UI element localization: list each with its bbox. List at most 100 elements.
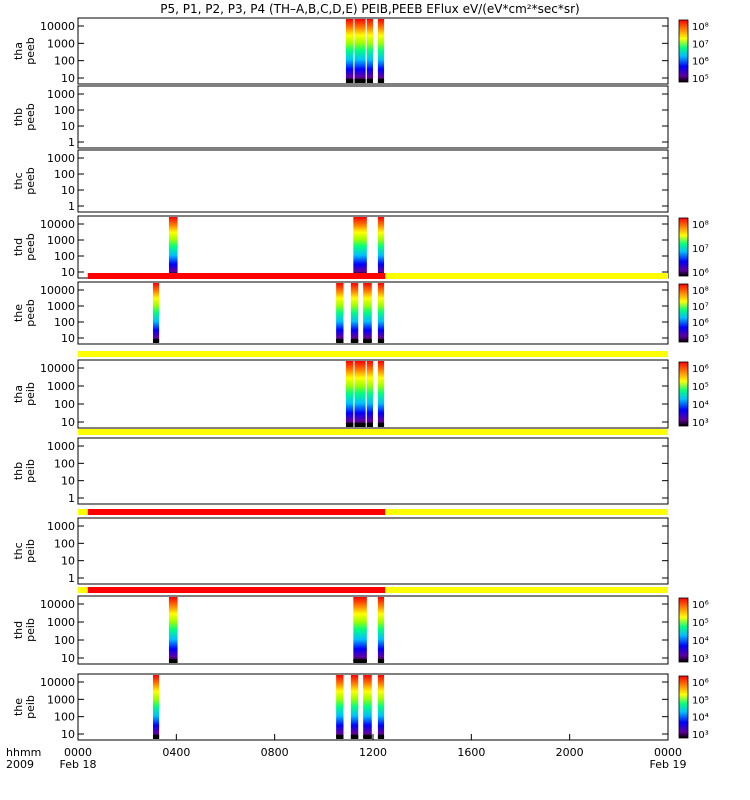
spectrogram-block bbox=[345, 361, 354, 426]
y-axis-label: peib bbox=[24, 539, 37, 563]
spectrogram-baseline bbox=[354, 79, 366, 83]
y-tick-label: 100 bbox=[54, 55, 75, 68]
y-axis-label: the bbox=[12, 698, 25, 716]
panel-frame bbox=[77, 281, 669, 345]
color-bar bbox=[678, 217, 689, 277]
panel-thePeeb: 10000 1000 100 10 the peeb 10⁸ 10⁷ 10⁶ 10⁵ bbox=[12, 273, 709, 345]
color-bar-label: 10⁵ bbox=[692, 74, 709, 85]
y-tick-label: 10 bbox=[61, 332, 75, 345]
spectrogram-block bbox=[336, 675, 344, 738]
y-axis-label: peeb bbox=[24, 233, 37, 261]
color-bar-label: 10³ bbox=[692, 418, 709, 429]
y-axis-label: thb bbox=[12, 462, 25, 480]
x-tick-label: 0800 bbox=[261, 746, 289, 759]
color-bar-label: 10⁶ bbox=[692, 364, 709, 375]
mode-bar-segment bbox=[87, 273, 386, 279]
y-tick-label: 10000 bbox=[40, 20, 75, 33]
spectrogram-block bbox=[377, 217, 385, 276]
color-bar bbox=[678, 675, 689, 739]
mode-bar-segment bbox=[78, 509, 88, 515]
color-bar-label: 10⁷ bbox=[692, 39, 709, 50]
y-axis-label: peeb bbox=[24, 103, 37, 131]
y-axis-label: thc bbox=[12, 172, 25, 189]
y-tick-label: 100 bbox=[54, 316, 75, 329]
color-bar-label: 10⁵ bbox=[692, 695, 709, 706]
x-tick-label: 0000 bbox=[64, 746, 92, 759]
y-tick-label: 10 bbox=[61, 266, 75, 279]
y-tick-label: 10 bbox=[61, 184, 75, 197]
y-axis-label: peib bbox=[24, 618, 37, 642]
x-date-label: Feb 18 bbox=[60, 758, 97, 771]
color-bar bbox=[678, 597, 689, 663]
color-bar bbox=[678, 283, 689, 343]
panel-thcPeib: 1000 100 10 1 thc peib bbox=[12, 509, 669, 585]
color-bar-label: 10⁷ bbox=[692, 244, 709, 255]
panel-frame bbox=[77, 85, 669, 149]
color-bar-label: 10³ bbox=[692, 730, 709, 741]
panel-frame bbox=[77, 595, 669, 665]
spectrogram-baseline bbox=[336, 339, 344, 343]
spectrogram-block bbox=[363, 675, 372, 738]
spectrogram-block bbox=[377, 283, 385, 342]
y-axis-label: peib bbox=[24, 382, 37, 406]
color-bar-label: 10⁶ bbox=[692, 268, 709, 279]
spectrogram-baseline bbox=[350, 339, 359, 343]
color-bar-label: 10⁴ bbox=[692, 636, 709, 647]
panel-frame bbox=[77, 517, 669, 585]
spectrogram-baseline bbox=[377, 423, 385, 427]
y-tick-label: 1000 bbox=[47, 37, 75, 50]
color-bar-label: 10⁸ bbox=[692, 220, 709, 231]
spectrogram-baseline bbox=[366, 79, 373, 83]
y-tick-label: 10 bbox=[61, 120, 75, 133]
spectrogram-baseline bbox=[345, 423, 354, 427]
spectrogram-block bbox=[363, 283, 372, 342]
x-tick-label: 0400 bbox=[162, 746, 190, 759]
panel-thaPeeb: 10000 1000 100 10 tha peeb 10⁸ 10⁷ 10⁶ 10⁵ bbox=[12, 17, 709, 85]
spectrogram-baseline bbox=[354, 423, 366, 427]
spectrogram-block bbox=[354, 361, 366, 426]
y-tick-label: 10000 bbox=[40, 284, 75, 297]
y-tick-label: 1000 bbox=[47, 440, 75, 453]
y-axis-label: thc bbox=[12, 542, 25, 559]
panel-thdPeib: 10000 1000 100 10 thd peib 10⁶ 10⁵ 10⁴ 10³ bbox=[12, 587, 709, 665]
panel-frame bbox=[77, 215, 669, 279]
y-tick-label: 1000 bbox=[47, 616, 75, 629]
y-tick-label: 100 bbox=[54, 250, 75, 263]
y-tick-label: 10 bbox=[61, 475, 75, 488]
y-tick-label: 100 bbox=[54, 104, 75, 117]
panel-frame bbox=[77, 17, 669, 85]
x-axis-label-bottom: 2009 bbox=[6, 758, 34, 771]
y-axis-label: peib bbox=[24, 695, 37, 719]
spectrogram-block bbox=[350, 283, 359, 342]
mode-bar-segment bbox=[385, 509, 668, 515]
spectrogram-block bbox=[168, 597, 178, 662]
y-tick-label: 1 bbox=[68, 492, 75, 505]
y-tick-label: 10000 bbox=[40, 218, 75, 231]
spectrogram-baseline bbox=[363, 735, 372, 739]
x-date-label: Feb 19 bbox=[650, 758, 687, 771]
color-bar-label: 10⁶ bbox=[692, 318, 709, 329]
y-axis-label: thd bbox=[12, 621, 25, 639]
mode-bar-segment bbox=[78, 587, 88, 593]
y-tick-label: 10000 bbox=[40, 598, 75, 611]
spectrogram-baseline bbox=[350, 735, 359, 739]
y-tick-label: 10 bbox=[61, 72, 75, 85]
y-tick-label: 1000 bbox=[47, 520, 75, 533]
panel-thbPeeb: 1000 100 10 1 thb peeb bbox=[12, 85, 669, 149]
y-axis-label: peeb bbox=[24, 37, 37, 65]
y-tick-label: 100 bbox=[54, 398, 75, 411]
x-axis-label-top: hhmm bbox=[6, 746, 41, 759]
panel-thdPeeb: 10000 1000 100 10 thd peeb 10⁸ 10⁷ 10⁶ bbox=[12, 215, 709, 279]
y-tick-label: 1000 bbox=[47, 234, 75, 247]
color-bar-label: 10⁴ bbox=[692, 713, 709, 724]
spectrogram-baseline bbox=[336, 735, 344, 739]
y-tick-label: 1000 bbox=[47, 88, 75, 101]
y-tick-label: 1000 bbox=[47, 300, 75, 313]
spectrogram-block bbox=[377, 597, 385, 662]
panel-frame bbox=[77, 359, 669, 429]
color-bar-label: 10⁶ bbox=[692, 600, 709, 611]
spectrogram-block bbox=[377, 675, 385, 738]
y-tick-label: 1 bbox=[68, 200, 75, 213]
mode-bar-segment bbox=[78, 429, 668, 435]
chart-title: P5, P1, P2, P3, P4 (TH–A,B,C,D,E) PEIB,P… bbox=[160, 2, 579, 16]
